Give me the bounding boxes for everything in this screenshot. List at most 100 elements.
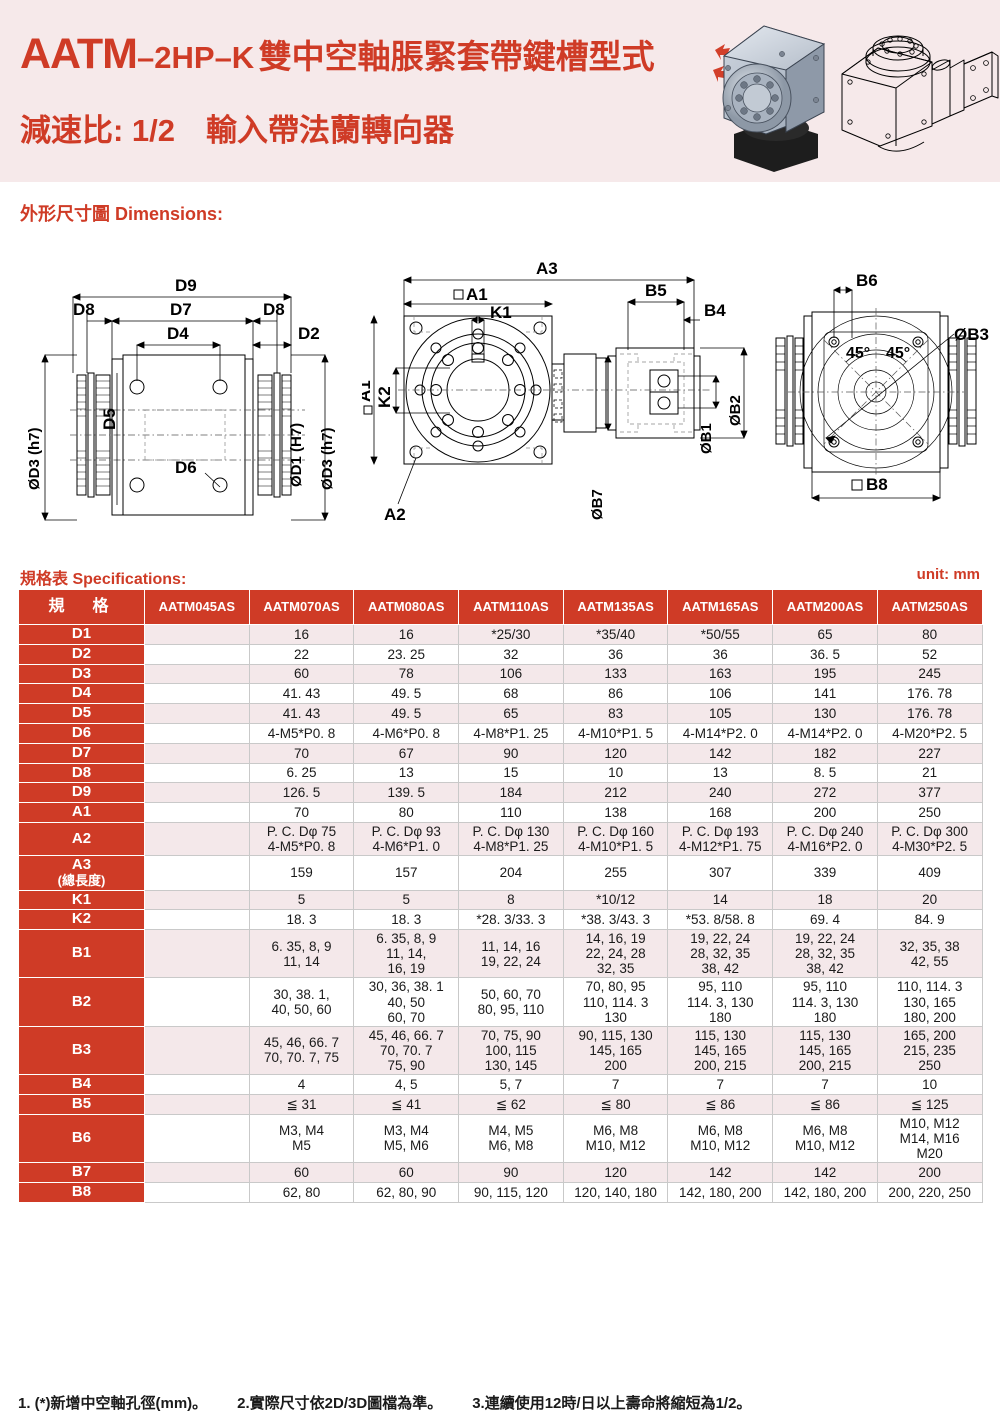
dim-label-d5: D5 <box>100 408 119 430</box>
cell-d4-aatm135as: 86 <box>562 683 669 705</box>
cell-b1-aatm135as: 14, 16, 19 22, 24, 28 32, 35 <box>562 929 669 979</box>
cell-b4-aatm165as: 7 <box>667 1074 774 1095</box>
cell-k2-aatm070as: 18. 3 <box>248 909 355 931</box>
dim-label-a2: A2 <box>384 505 406 524</box>
cell-d5-aatm110as: 65 <box>458 703 564 724</box>
cell-a3-aatm250as: 409 <box>876 855 983 891</box>
cell-d7-aatm165as: 142 <box>667 742 774 764</box>
cell-b5-aatm080as: ≦ 41 <box>353 1093 460 1115</box>
cell-b7-aatm070as: 60 <box>248 1162 355 1183</box>
row-label-d1: D1 <box>18 624 145 645</box>
row-label-b2: B2 <box>18 977 145 1027</box>
dim-label-d3-left: ØD3 (h7) <box>26 427 43 490</box>
row-label-b6: B6 <box>18 1113 145 1164</box>
cell-b5-aatm165as: ≦ 86 <box>667 1093 774 1115</box>
cell-b6-aatm045as <box>144 1113 250 1164</box>
model-suffix: 2HP–K <box>154 40 255 75</box>
table-row-a3: A3 (總長度) 159 157 204 255 307 339 409 <box>18 855 983 891</box>
cell-d5-aatm045as <box>144 703 250 724</box>
drawing-right-view: 45° 45° B6 ØB3 B8 <box>775 271 989 502</box>
cell-d6-aatm070as: 4-M5*P0. 8 <box>248 722 355 744</box>
cell-d8-aatm070as: 6. 25 <box>248 762 355 784</box>
cell-b6-aatm200as: M6, M8 M10, M12 <box>772 1113 878 1164</box>
cell-b3-aatm165as: 115, 130 145, 165 200, 215 <box>667 1025 774 1076</box>
page-header-band: AATM–2HP–K 雙中空軸脹緊套帶鍵槽型式 減速比: 1/2 輸入帶法蘭轉向… <box>0 0 1000 182</box>
cell-d3-aatm080as: 78 <box>353 663 460 685</box>
column-header-aatm070as: AATM070AS <box>248 589 355 625</box>
cell-k2-aatm250as: 84. 9 <box>876 909 983 931</box>
cell-d8-aatm165as: 13 <box>667 762 774 784</box>
cell-d2-aatm080as: 23. 25 <box>353 643 460 665</box>
cell-k1-aatm070as: 5 <box>248 889 355 911</box>
table-row-d7: D7 70 67 90 120 142 182 227 <box>18 742 983 764</box>
dimensions-heading-cjk: 外形尺寸圖 <box>20 204 110 224</box>
dim-label-d3-right: ØD3 (h7) <box>319 427 336 490</box>
row-label-b4: B4 <box>18 1074 145 1095</box>
dim-label-d4: D4 <box>167 324 189 343</box>
cell-d5-aatm200as: 130 <box>772 703 878 724</box>
cell-d1-aatm250as: 80 <box>876 624 983 645</box>
table-row-d1: D1 16 16 *25/30 *35/40 *50/55 65 80 <box>18 624 983 645</box>
cell-d3-aatm045as <box>144 663 250 685</box>
cell-b8-aatm135as: 120, 140, 180 <box>562 1181 669 1203</box>
cell-b1-aatm165as: 19, 22, 24 28, 32, 35 38, 42 <box>667 929 774 979</box>
cell-b2-aatm080as: 30, 36, 38. 1 40, 50 60, 70 <box>353 977 460 1027</box>
cell-a2-aatm110as: P. C. Dφ 130 4-M8*P1. 25 <box>458 821 564 857</box>
cell-b7-aatm200as: 142 <box>772 1162 878 1183</box>
cell-d1-aatm110as: *25/30 <box>458 624 564 645</box>
cell-b3-aatm045as <box>144 1025 250 1076</box>
cell-d8-aatm200as: 8. 5 <box>772 762 878 784</box>
table-row-a2: A2 P. C. Dφ 75 4-M5*P0. 8 P. C. Dφ 93 4-M6*P… <box>18 821 983 857</box>
cell-d3-aatm135as: 133 <box>562 663 669 685</box>
cell-a3-aatm045as <box>144 855 250 891</box>
cell-d6-aatm165as: 4-M14*P2. 0 <box>667 722 774 744</box>
footnotes: 1. (*)新增中空軸孔徑(mm)。 2.實際尺寸依2D/3D圖檔為準。 3.連續使… <box>18 1392 982 1413</box>
cell-a2-aatm080as: P. C. Dφ 93 4-M6*P1. 0 <box>353 821 460 857</box>
dim-label-b5: B5 <box>645 281 667 300</box>
cell-a2-aatm045as <box>144 821 250 857</box>
cell-d9-aatm165as: 240 <box>667 782 774 804</box>
cell-d8-aatm080as: 13 <box>353 762 460 784</box>
product-model-title: AATM–2HP–K 雙中空軸脹緊套帶鍵槽型式 <box>20 30 655 79</box>
cell-a3-aatm200as: 339 <box>772 855 878 891</box>
cell-k2-aatm135as: *38. 3/43. 3 <box>562 909 669 931</box>
cell-d1-aatm045as <box>144 624 250 645</box>
row-label-b7: B7 <box>18 1162 145 1183</box>
row-label-d9: D9 <box>18 782 145 804</box>
table-row-b7: B7 60 60 90 120 142 142 200 <box>18 1162 983 1183</box>
cell-a1-aatm165as: 168 <box>667 802 774 823</box>
cell-a1-aatm250as: 250 <box>876 802 983 823</box>
cell-d4-aatm070as: 41. 43 <box>248 683 355 705</box>
cell-a2-aatm250as: P. C. Dφ 300 4-M30*P2. 5 <box>876 821 983 857</box>
row-label-b8: B8 <box>18 1181 145 1203</box>
cell-d6-aatm135as: 4-M10*P1. 5 <box>562 722 669 744</box>
table-row-d4: D4 41. 43 49. 5 68 86 106 141 176. 78 <box>18 683 983 705</box>
cell-b2-aatm200as: 95, 110 114. 3, 130 180 <box>772 977 878 1027</box>
table-body: D1 16 16 *25/30 *35/40 *50/55 65 80 D2 22 23. 25 32… <box>18 624 983 1203</box>
cell-b3-aatm080as: 45, 46, 66. 7 70, 70. 7 75, 90 <box>353 1025 460 1076</box>
product-photo-3d <box>713 25 826 172</box>
cell-d7-aatm045as <box>144 742 250 764</box>
row-label-d3: D3 <box>18 663 145 685</box>
cell-d9-aatm070as: 126. 5 <box>248 782 355 804</box>
cell-d2-aatm070as: 22 <box>248 643 355 665</box>
cell-k1-aatm200as: 18 <box>772 889 878 911</box>
cell-b7-aatm080as: 60 <box>353 1162 460 1183</box>
cell-b7-aatm045as <box>144 1162 250 1183</box>
cell-b6-aatm135as: M6, M8 M10, M12 <box>562 1113 669 1164</box>
cell-d2-aatm200as: 36. 5 <box>772 643 878 665</box>
cell-b4-aatm200as: 7 <box>772 1074 878 1095</box>
cell-b2-aatm135as: 70, 80, 95 110, 114. 3 130 <box>562 977 669 1027</box>
cell-b2-aatm165as: 95, 110 114. 3, 130 180 <box>667 977 774 1027</box>
cell-d1-aatm080as: 16 <box>353 624 460 645</box>
product-subtitle: 減速比: 1/2 輸入帶法蘭轉向器 <box>20 113 455 148</box>
dim-label-b2: ØB2 <box>727 395 744 426</box>
cell-b2-aatm250as: 110, 114. 3 130, 165 180, 200 <box>876 977 983 1027</box>
cell-d9-aatm200as: 272 <box>772 782 878 804</box>
dim-label-d1: ØD1 (H7) <box>288 423 305 487</box>
cell-b2-aatm110as: 50, 60, 70 80, 95, 110 <box>458 977 564 1027</box>
row-label-a1: A1 <box>18 802 145 823</box>
cell-b3-aatm200as: 115, 130 145, 165 200, 215 <box>772 1025 878 1076</box>
cell-a3-aatm110as: 204 <box>458 855 564 891</box>
dim-label-d9: D9 <box>175 276 197 295</box>
